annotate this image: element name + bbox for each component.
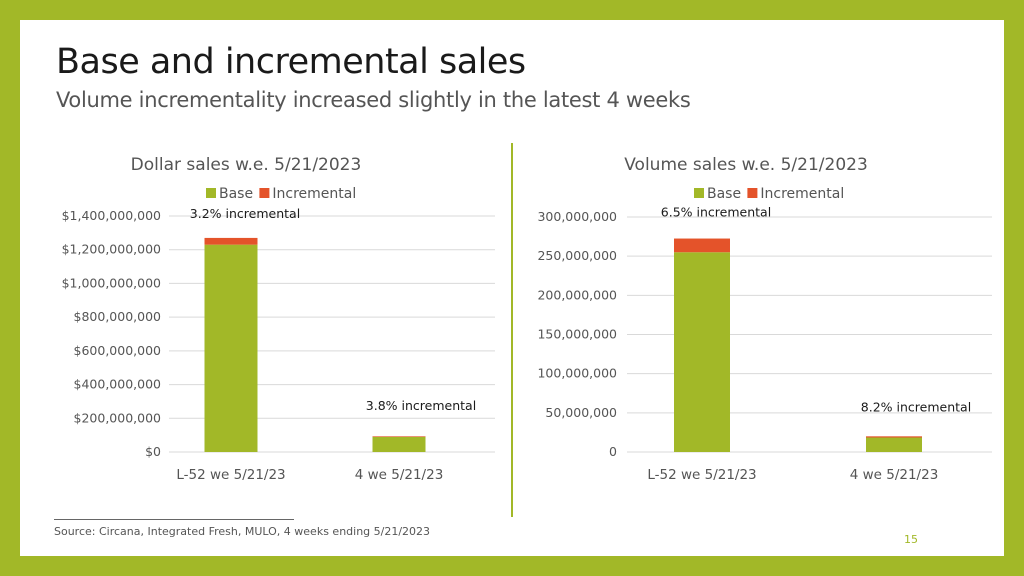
slide-subtitle: Volume incrementality increased slightly… bbox=[56, 88, 691, 112]
bar-incremental-0 bbox=[204, 237, 258, 245]
chart-divider bbox=[511, 143, 513, 517]
bar-incremental-1 bbox=[866, 436, 922, 438]
x-category-label: L-52 we 5/21/23 bbox=[647, 467, 756, 483]
x-category-label: 4 we 5/21/23 bbox=[850, 467, 939, 483]
legend-label-base: Base bbox=[707, 186, 741, 202]
source-divider bbox=[54, 519, 294, 520]
y-tick-label: $1,000,000,000 bbox=[62, 275, 161, 290]
dollar-sales-chart: Dollar sales w.e. 5/21/2023 Base Increment… bbox=[62, 155, 495, 483]
charts-canvas: Dollar sales w.e. 5/21/2023 Base Increment… bbox=[62, 155, 992, 483]
bar-base-0 bbox=[204, 244, 258, 452]
y-tick-label: 0 bbox=[609, 444, 617, 459]
data-label: 3.8% incremental bbox=[366, 398, 476, 413]
bar-base-1 bbox=[866, 437, 922, 452]
x-category-label: L-52 we 5/21/23 bbox=[176, 467, 285, 483]
y-tick-label: 300,000,000 bbox=[537, 209, 617, 224]
bar-incremental-0 bbox=[674, 238, 730, 253]
y-tick-label: 150,000,000 bbox=[537, 327, 617, 342]
chart-title: Volume sales w.e. 5/21/2023 bbox=[624, 155, 868, 175]
data-label: 8.2% incremental bbox=[861, 399, 971, 414]
bar-base-1 bbox=[372, 436, 426, 452]
data-label: 6.5% incremental bbox=[661, 205, 771, 220]
legend-swatch-incremental bbox=[747, 188, 758, 198]
legend-swatch-base bbox=[694, 188, 704, 198]
source-note: Source: Circana, Integrated Fresh, MULO,… bbox=[54, 525, 431, 538]
slide: Base and incremental sales Volume increm… bbox=[20, 20, 1004, 556]
y-tick-label: 100,000,000 bbox=[537, 366, 617, 381]
y-tick-label: $200,000,000 bbox=[74, 410, 162, 425]
legend-label-base: Base bbox=[219, 186, 253, 202]
y-tick-label: $800,000,000 bbox=[74, 309, 162, 324]
y-tick-label: 50,000,000 bbox=[545, 405, 617, 420]
y-tick-label: 200,000,000 bbox=[537, 287, 617, 302]
legend-swatch-base bbox=[206, 188, 216, 198]
y-tick-label: $1,400,000,000 bbox=[62, 208, 161, 223]
y-tick-label: $400,000,000 bbox=[74, 377, 162, 392]
bar-incremental-1 bbox=[372, 436, 426, 437]
x-category-label: 4 we 5/21/23 bbox=[355, 467, 444, 483]
chart-title: Dollar sales w.e. 5/21/2023 bbox=[131, 155, 362, 175]
data-label: 3.2% incremental bbox=[190, 206, 300, 221]
y-tick-label: $0 bbox=[145, 444, 161, 459]
y-tick-label: 250,000,000 bbox=[537, 248, 617, 263]
slide-title: Base and incremental sales bbox=[56, 42, 526, 82]
y-tick-label: $1,200,000,000 bbox=[62, 242, 161, 257]
page-number: 15 bbox=[904, 533, 918, 546]
legend-label-incremental: Incremental bbox=[272, 186, 356, 202]
legend-swatch-incremental bbox=[259, 188, 270, 198]
y-tick-label: $600,000,000 bbox=[74, 343, 162, 358]
legend-label-incremental: Incremental bbox=[760, 186, 844, 202]
volume-sales-chart: Volume sales w.e. 5/21/2023 Base Increment… bbox=[537, 155, 992, 483]
bar-base-0 bbox=[674, 252, 730, 452]
